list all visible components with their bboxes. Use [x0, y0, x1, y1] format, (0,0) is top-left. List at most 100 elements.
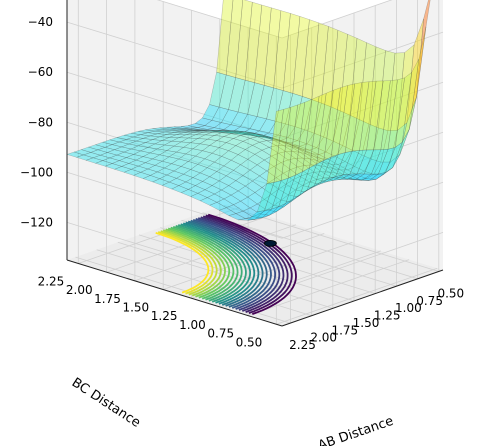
- surface-patch: [258, 209, 278, 216]
- surface-patch: [349, 37, 367, 120]
- y-tick-label: 0.75: [207, 327, 234, 341]
- surface-patch: [97, 147, 116, 153]
- surface-patch: [370, 149, 389, 175]
- surface-patch: [275, 90, 294, 125]
- surface-patch: [314, 156, 332, 165]
- surface-patch: [180, 137, 199, 143]
- contour-line: [175, 225, 243, 302]
- contour-line: [170, 226, 235, 300]
- surface-patch: [297, 148, 315, 157]
- surface-patch: [342, 150, 360, 176]
- surface-patch: [185, 177, 204, 186]
- y-tick-label: 1.00: [179, 318, 206, 332]
- surface-patch: [183, 130, 201, 133]
- surface-patch: [190, 164, 208, 174]
- surface-patch: [254, 187, 272, 200]
- surface-patch: [218, 74, 236, 110]
- surface-patch: [251, 141, 270, 151]
- surface-patch: [311, 164, 330, 173]
- surface-patch: [138, 129, 155, 133]
- surface-patch: [116, 151, 135, 158]
- surface-patch: [287, 189, 306, 198]
- surface-patch: [178, 181, 196, 190]
- surface-patch: [233, 130, 251, 134]
- surface-patch: [360, 173, 380, 181]
- surface-patch: [132, 150, 151, 157]
- surface-patch: [230, 131, 248, 135]
- surface-patch: [166, 126, 184, 129]
- surface-patch: [326, 174, 343, 183]
- surface-patch: [104, 144, 123, 150]
- surface-patch: [171, 129, 189, 132]
- surface-patch: [213, 156, 232, 167]
- surface-patch: [302, 19, 320, 100]
- y-tick-label: 1.75: [94, 292, 121, 306]
- surface-patch: [240, 133, 259, 139]
- surface-patch: [276, 139, 293, 146]
- surface-patch: [337, 83, 355, 155]
- surface-patch: [261, 147, 280, 157]
- surface-patch: [225, 0, 243, 78]
- surface-patch: [342, 174, 360, 180]
- surface-patch: [123, 169, 142, 176]
- y-tick-label: 2.25: [38, 275, 65, 289]
- surface-patch: [264, 137, 281, 141]
- surface-patch: [101, 157, 121, 164]
- surface-patch: [120, 163, 140, 170]
- grid-line: [281, 181, 444, 239]
- surface-patch: [204, 152, 223, 163]
- surface-patch: [313, 102, 332, 138]
- surface-patch: [202, 176, 220, 186]
- surface-patch: [216, 136, 235, 143]
- surface-patch: [299, 173, 318, 183]
- grid-line: [66, 171, 283, 239]
- surface-patch: [157, 131, 174, 135]
- surface-patch: [144, 139, 164, 145]
- surface-patch: [132, 172, 151, 179]
- surface-patch: [213, 189, 232, 200]
- contour-line: [182, 222, 256, 305]
- surface-patch: [197, 125, 215, 130]
- surface-patch: [230, 111, 248, 128]
- surface-patch: [182, 169, 201, 178]
- surface-patch: [337, 161, 356, 171]
- surface-patch: [330, 29, 348, 112]
- surface-patch: [375, 167, 393, 180]
- surface-patch: [240, 114, 258, 130]
- contour-line: [160, 230, 218, 296]
- surface-patch: [276, 198, 294, 212]
- surface-patch: [304, 150, 322, 159]
- surface-patch: [166, 132, 184, 135]
- surface-patch: [188, 123, 205, 128]
- surface-patch: [282, 13, 301, 94]
- surface-patch: [192, 129, 210, 132]
- surface-patch: [139, 147, 159, 154]
- surface-patch: [368, 46, 386, 129]
- surface-patch: [87, 144, 106, 151]
- surface-patch: [245, 134, 262, 137]
- y-axis-line: [66, 259, 283, 327]
- surface-patch: [356, 149, 375, 175]
- surface-patch: [204, 185, 223, 195]
- surface-patch: [302, 148, 320, 155]
- surface-patch: [249, 116, 267, 132]
- surface-patch: [261, 132, 280, 139]
- surface-patch: [109, 154, 128, 161]
- grid-line: [281, 31, 444, 89]
- surface-patch: [216, 165, 234, 177]
- surface-patch: [150, 133, 167, 138]
- surface-patch: [161, 156, 180, 164]
- surface-patch: [266, 166, 284, 178]
- surface-patch: [301, 157, 320, 166]
- surface-patch: [170, 137, 190, 143]
- grid-line: [66, 222, 283, 289]
- surface-patch: [94, 141, 113, 148]
- surface-patch: [323, 176, 341, 181]
- surface-patch: [152, 136, 170, 141]
- surface-patch: [340, 173, 358, 180]
- surface-patch: [273, 162, 291, 174]
- surface-patch: [280, 137, 299, 144]
- surface-patch: [392, 129, 410, 168]
- surface-patch: [190, 130, 208, 132]
